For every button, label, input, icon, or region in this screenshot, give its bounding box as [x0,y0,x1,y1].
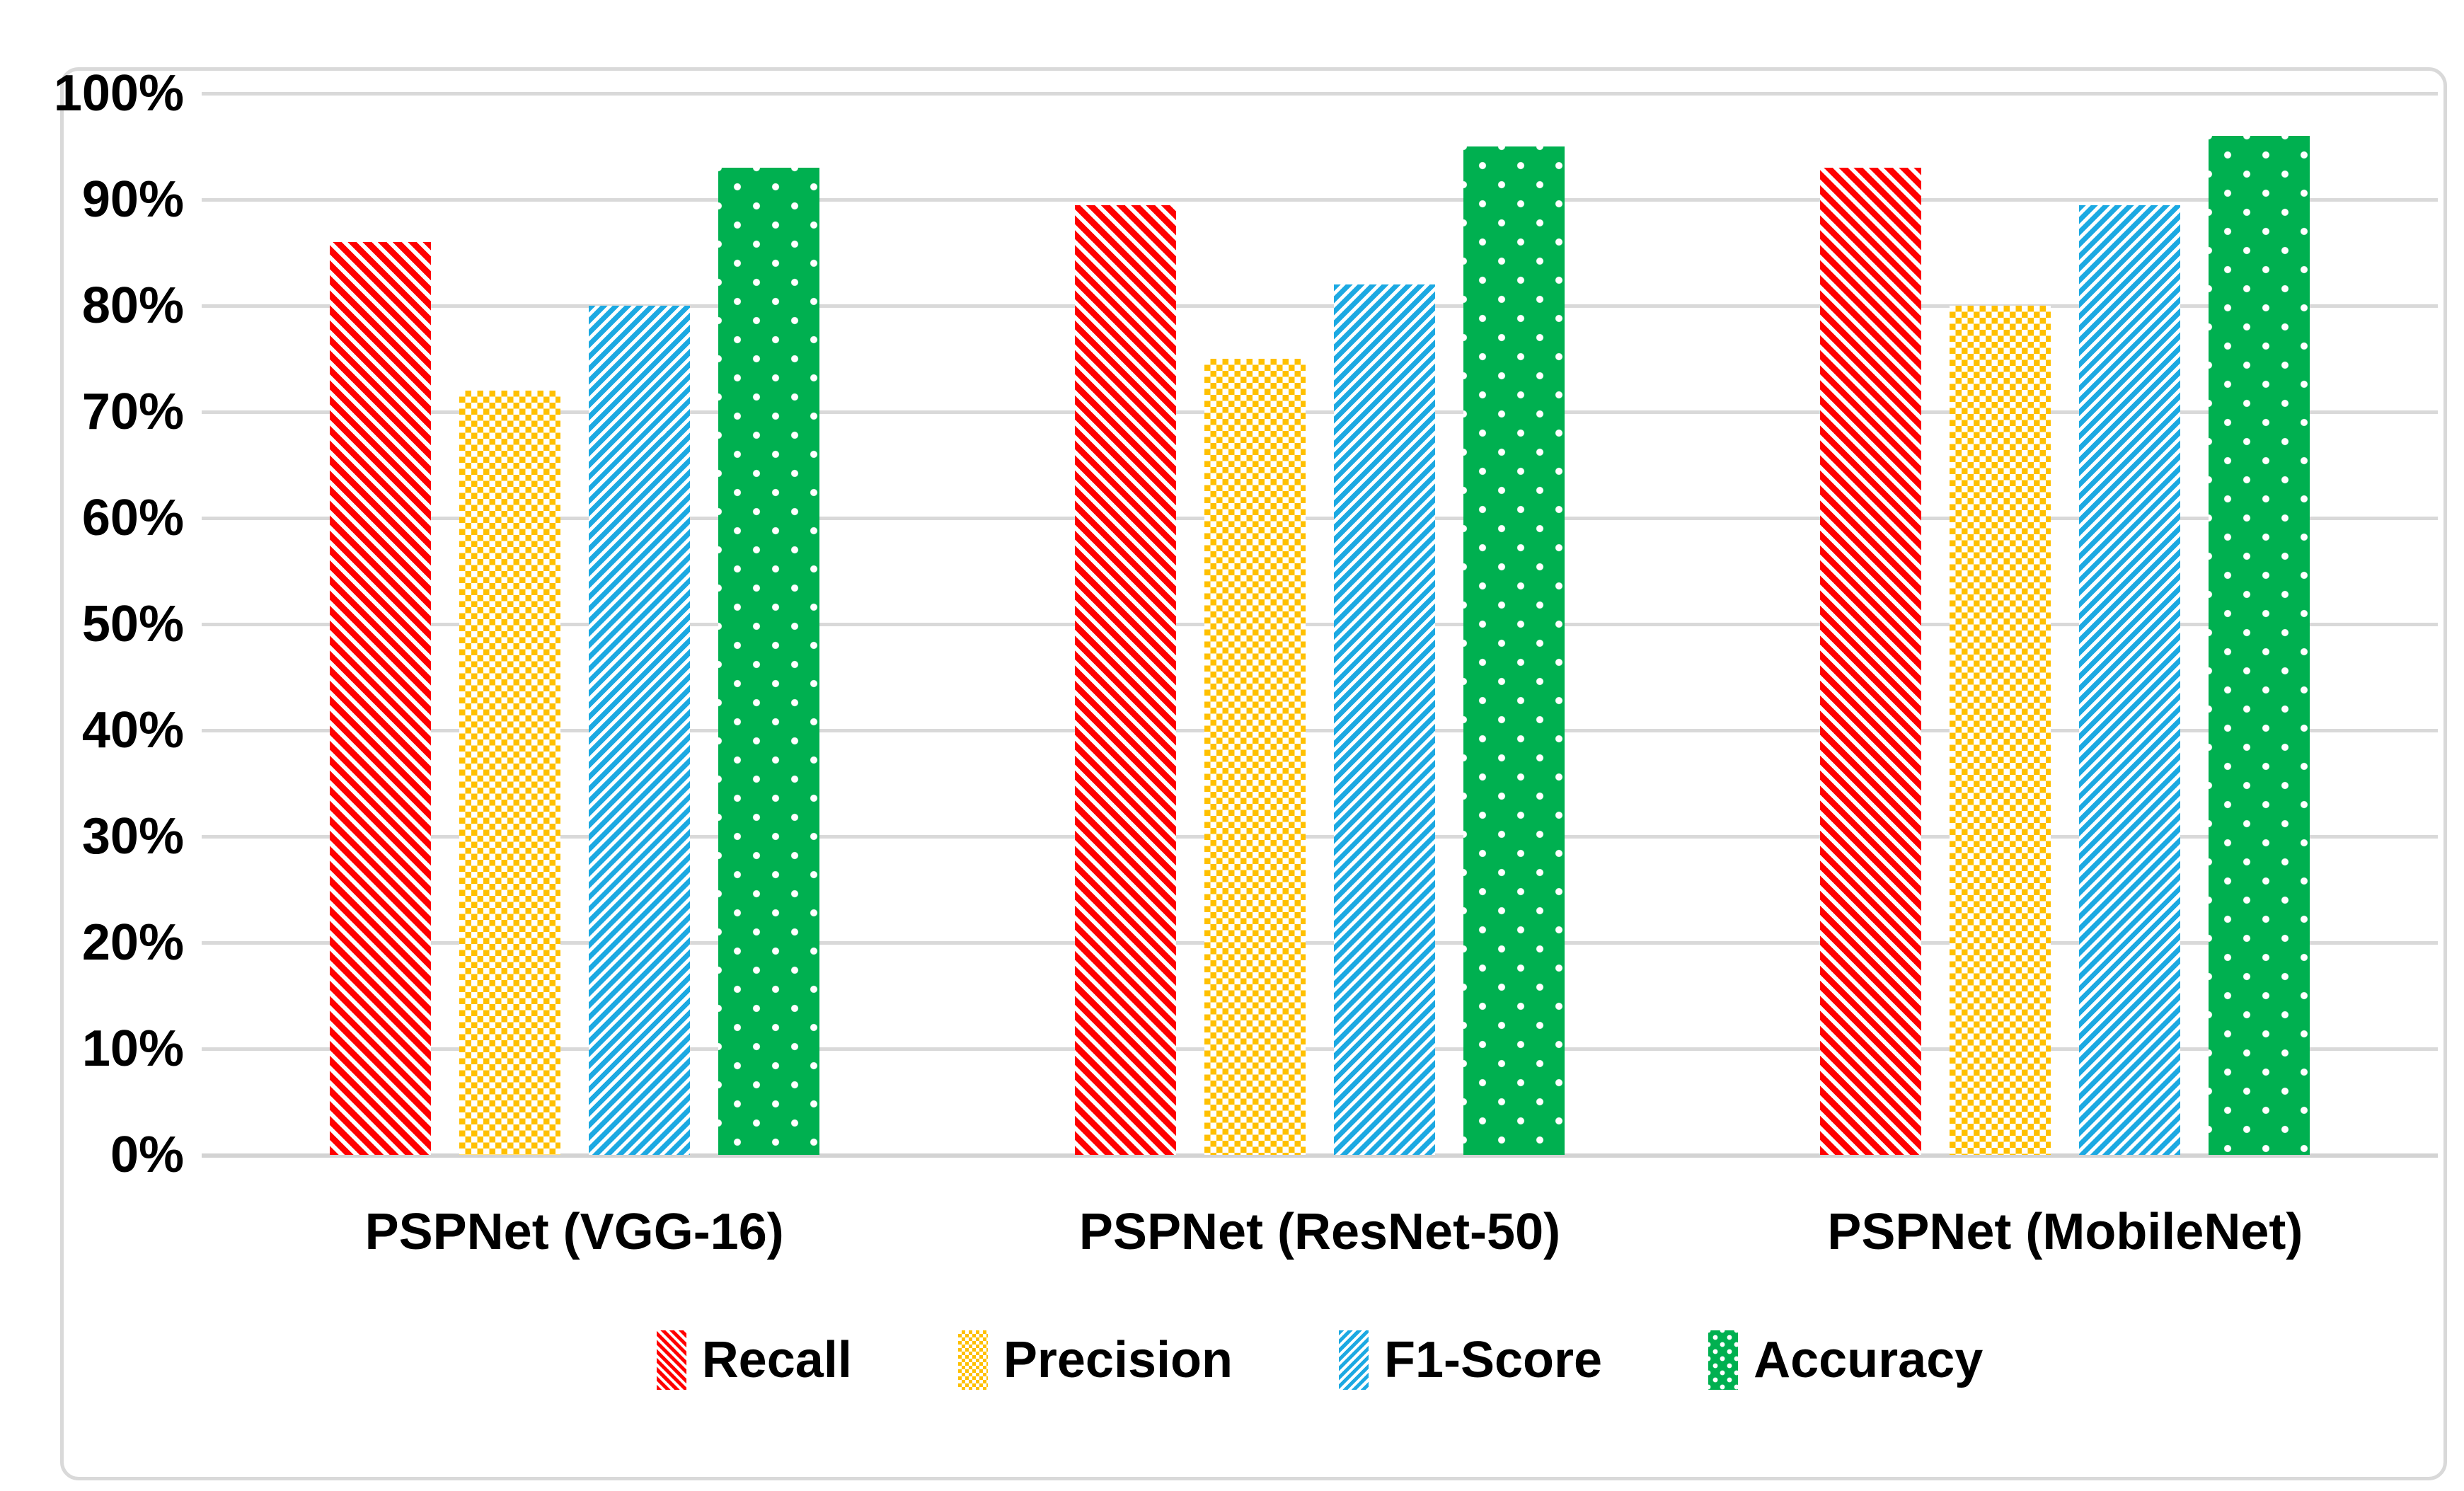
bar-group-pspnet-resnet-50 [947,93,1692,1155]
bars-layer [202,93,2438,1155]
gridline [202,198,2438,202]
bar-recall-pspnet-vgg-16 [329,242,431,1155]
legend-swatch-precision [957,1330,988,1390]
legend-label-f1-score: F1-Score [1383,1332,1603,1388]
legend-swatch-recall [656,1330,686,1390]
category-label-pspnet-resnet-50: PSPNet (ResNet-50) [1078,1204,1561,1260]
x-axis-baseline [202,1153,2438,1158]
bar-group-pspnet-vgg-16 [202,93,947,1155]
y-tick-label: 80% [81,277,184,334]
y-tick-label: 70% [81,384,184,440]
bar-f1-score-pspnet-resnet-50 [1333,284,1435,1155]
y-axis-labels: 0% 10% 20% 30% 40% 50% 60% 70% 80% 90% 100% [28,67,184,1181]
legend-item-f1-score: F1-Score [1338,1330,1603,1390]
legend-label-recall: Recall [701,1332,852,1388]
bar-accuracy-pspnet-vgg-16 [718,168,819,1155]
legend-item-precision: Precision [957,1330,1233,1390]
legend-label-accuracy: Accuracy [1754,1332,1984,1388]
y-tick-label: 30% [81,808,184,865]
legend-item-accuracy: Accuracy [1708,1330,1983,1390]
bar-precision-pspnet-mobilenet [1950,306,2051,1155]
bar-f1-score-pspnet-mobilenet [2079,205,2181,1155]
y-tick-label: 0% [110,1127,184,1183]
bar-accuracy-pspnet-mobilenet [2209,136,2310,1155]
x-axis-labels: PSPNet (VGG-16) PSPNet (ResNet-50) PSPNet … [202,1203,2438,1261]
bar-precision-pspnet-resnet-50 [1204,359,1306,1155]
gridline [202,835,2438,839]
y-tick-label: 40% [81,702,184,759]
y-tick-label: 50% [81,596,184,652]
gridline [202,729,2438,732]
bar-recall-pspnet-mobilenet [1820,168,1922,1155]
bar-f1-score-pspnet-vgg-16 [588,306,690,1155]
y-tick-label: 10% [81,1020,184,1077]
gridline [202,517,2438,520]
legend-item-recall: Recall [656,1330,852,1390]
gridline [202,1047,2438,1051]
y-tick-label: 90% [81,171,184,228]
gridline [202,304,2438,308]
bar-group-pspnet-mobilenet [1693,93,2438,1155]
category-label-pspnet-vgg-16: PSPNet (VGG-16) [364,1204,784,1260]
gridline [202,410,2438,414]
bar-accuracy-pspnet-resnet-50 [1463,146,1565,1155]
legend-swatch-accuracy [1708,1330,1739,1390]
legend-label-precision: Precision [1003,1332,1233,1388]
y-tick-label: 60% [81,490,184,546]
plot-area [202,92,2438,1158]
bar-precision-pspnet-vgg-16 [459,391,560,1155]
gridline [202,92,2438,96]
legend-swatch-f1-score [1338,1330,1369,1390]
y-tick-label: 20% [81,914,184,971]
legend: Recall Precision F1-Score Accuracy [202,1330,2438,1390]
category-label-pspnet-mobilenet: PSPNet (MobileNet) [1827,1204,2303,1260]
gridline [202,623,2438,626]
bar-recall-pspnet-resnet-50 [1074,205,1176,1155]
gridline [202,941,2438,945]
y-tick-label: 100% [53,65,184,122]
